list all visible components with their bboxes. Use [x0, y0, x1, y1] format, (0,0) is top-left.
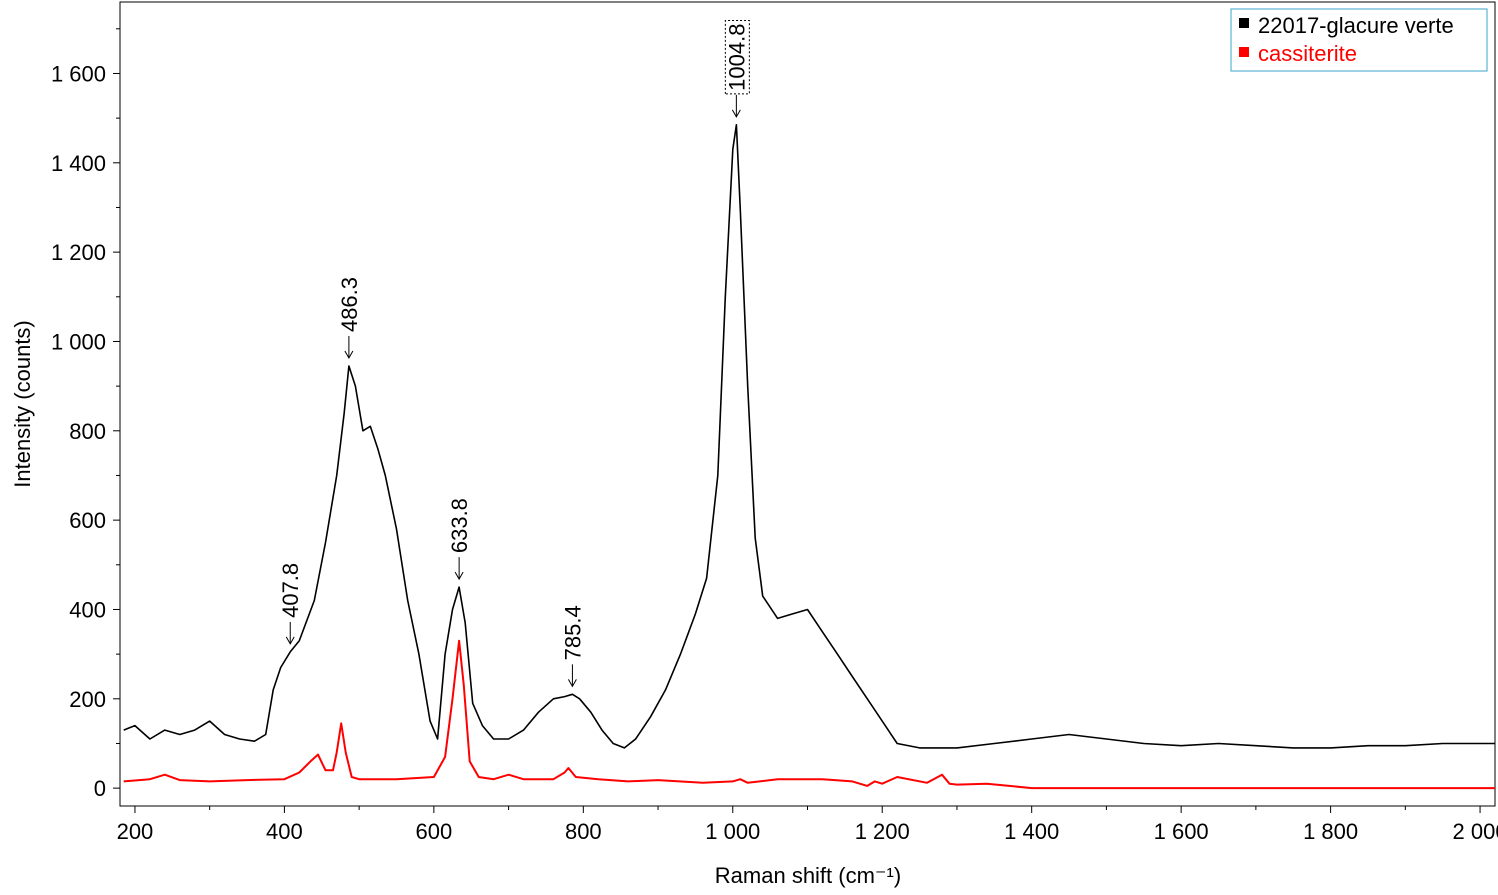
- y-axis-ticks: 0 200 400 600 800 1 000 1 200 1 400 1 600: [51, 28, 120, 801]
- y-tick-label: 1 400: [51, 151, 106, 176]
- annotation-label-group: 633.8: [447, 498, 472, 553]
- legend-swatch-series-1: [1239, 47, 1249, 57]
- x-tick-label: 1 600: [1154, 819, 1209, 844]
- peak-annotations: 407.8 486.3 633.8 785.4 1004.8: [278, 20, 750, 688]
- annotation-label-group: 407.8: [278, 563, 303, 618]
- x-tick-label: 400: [266, 819, 303, 844]
- y-tick-label: 1 000: [51, 329, 106, 354]
- annotation-label: 633.8: [447, 498, 472, 553]
- y-tick-label: 400: [69, 597, 106, 622]
- series-layer: [123, 124, 1495, 790]
- x-tick-label: 1 200: [855, 819, 910, 844]
- annotation-label-group: 785.4: [560, 605, 585, 660]
- y-tick-label: 600: [69, 508, 106, 533]
- x-tick-label: 600: [415, 819, 452, 844]
- x-tick-label: 1 000: [705, 819, 760, 844]
- legend-swatch-series-0: [1239, 18, 1249, 28]
- annotation-arrowhead: [567, 679, 577, 688]
- x-tick-label: 2 000: [1453, 819, 1498, 844]
- y-tick-label: 200: [69, 687, 106, 712]
- annotation-label: 407.8: [278, 563, 303, 618]
- legend: 22017-glacure verte cassiterite: [1230, 8, 1488, 72]
- annotation-label: 785.4: [560, 605, 585, 660]
- annotation-label: 1004.8: [724, 24, 749, 91]
- annotation-label: 486.3: [337, 277, 362, 332]
- legend-label-series-1: cassiterite: [1258, 41, 1357, 66]
- series-line-1: [123, 639, 1495, 790]
- series-line-0: [123, 124, 1495, 749]
- y-tick-label: 1 600: [51, 61, 106, 86]
- annotation-arrowhead: [285, 636, 295, 645]
- annotation-box: [724, 20, 750, 95]
- y-axis-title: Intensity (counts): [10, 320, 35, 488]
- y-tick-label: 800: [69, 419, 106, 444]
- legend-box: [1230, 8, 1488, 72]
- x-axis-ticks: 200 400 600 800 1 000 1 200 1 400 1 600 1 800 2 0…: [117, 806, 1498, 844]
- y-tick-label: 0: [94, 776, 106, 801]
- annotation-label-group: 1004.8: [724, 20, 750, 95]
- x-tick-label: 800: [565, 819, 602, 844]
- annotation-arrowhead: [731, 109, 741, 118]
- annotation-arrowhead: [344, 350, 354, 360]
- x-tick-label: 200: [117, 819, 154, 844]
- annotation-arrowhead: [454, 571, 464, 581]
- plot-area: [119, 1, 1496, 807]
- y-tick-label: 1 200: [51, 240, 106, 265]
- legend-label-series-0: 22017-glacure verte: [1258, 13, 1454, 38]
- x-axis-title: Raman shift (cm⁻¹): [715, 863, 901, 888]
- x-tick-label: 1 800: [1303, 819, 1358, 844]
- annotation-label-group: 486.3: [337, 277, 362, 332]
- x-tick-label: 1 400: [1004, 819, 1059, 844]
